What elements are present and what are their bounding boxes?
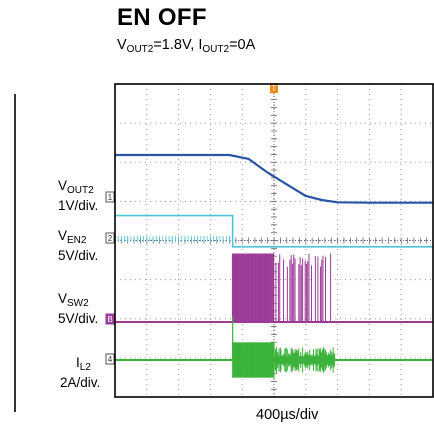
time-scale-label: 400µs/div [256, 407, 318, 423]
channel-marker-vsw2: B [107, 315, 112, 324]
trigger-marker-label: T [272, 84, 277, 93]
channel-marker-vout2: 1 [108, 193, 113, 202]
channel-marker-ven2: 2 [108, 234, 113, 243]
channel-marker-il2: 4 [108, 355, 113, 364]
